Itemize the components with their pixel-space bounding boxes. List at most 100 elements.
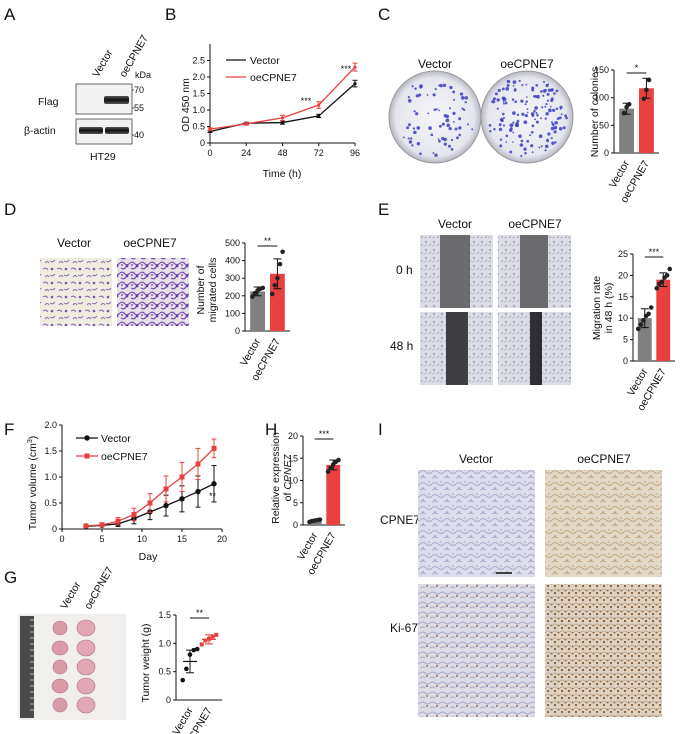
colony-dot — [505, 134, 509, 138]
c-label-oecpne7: oeCPNE7 — [500, 57, 554, 71]
panelG-datapoint — [199, 642, 204, 647]
panelE-ytick-label: 20 — [618, 270, 628, 280]
panelB-xtick-label: 0 — [207, 148, 212, 158]
panel-c-chart: Number of colonies 050100150VectoroeCPNE… — [589, 63, 659, 205]
colony-dot — [535, 83, 539, 87]
panelF-xtick-label: 10 — [137, 534, 147, 544]
colony-dot — [531, 151, 534, 154]
f-legend: Vector oeCPNE7 — [76, 433, 148, 463]
panelC-datapoint — [621, 110, 627, 116]
tumor-oecpne7 — [76, 677, 96, 695]
panel-label-b: B — [165, 5, 176, 24]
colony-dot — [565, 116, 568, 120]
panelD-ytick-label: 100 — [225, 308, 240, 318]
panelB-point — [280, 116, 285, 120]
panel-label-c: C — [378, 5, 390, 24]
g-label-oecpne7: oeCPNE7 — [82, 565, 116, 612]
d-ylabel-2: migrated cells — [207, 258, 219, 323]
colony-dot — [523, 120, 528, 125]
colony-dot — [489, 129, 492, 133]
colony-dot — [450, 147, 454, 151]
colony-dot — [488, 124, 492, 127]
colony-dot — [533, 109, 536, 113]
colony-dot — [446, 123, 451, 128]
colony-dot — [496, 98, 500, 102]
panelE-ytick-label: 0 — [623, 356, 628, 366]
tumor-vector — [52, 697, 68, 713]
panelB-point — [353, 82, 357, 86]
panel-label-i: I — [378, 420, 383, 439]
colony-dot — [546, 138, 549, 141]
panelH-sig: *** — [319, 429, 330, 439]
f-legend-vector: Vector — [101, 433, 131, 445]
colony-dot — [514, 100, 518, 104]
colony-dot — [459, 92, 464, 96]
colony-dot — [550, 126, 555, 131]
panelF-ytick-label: 2.0 — [44, 420, 57, 430]
colony-dot — [526, 139, 530, 143]
panelC-ytick-label: 100 — [594, 93, 609, 103]
colony-dot — [509, 150, 513, 154]
b-legend-oecpne7: oeCPNE7 — [250, 72, 297, 84]
colony-dot — [402, 136, 405, 139]
colony-dot — [409, 137, 413, 140]
panelF-xtick-label: 5 — [99, 534, 104, 544]
colony-dot — [433, 108, 436, 112]
colony-dot — [416, 126, 421, 130]
b-legend-vector: Vector — [250, 55, 280, 67]
panelE-ytick-label: 25 — [618, 249, 628, 259]
colony-dot — [518, 134, 522, 138]
colony-dot — [553, 130, 557, 134]
colony-dot — [498, 123, 502, 127]
colony-dot — [523, 147, 527, 151]
e-row-0h: 0 h — [396, 263, 413, 277]
panelD-datapoint — [269, 291, 275, 297]
i-col-vector: Vector — [459, 452, 493, 466]
colony-dot — [540, 117, 542, 120]
panelD-ytick-label: 0 — [235, 326, 240, 336]
panelC-ytick-label: 150 — [594, 65, 609, 75]
colony-dot — [536, 113, 539, 117]
lane-label-vector: Vector — [90, 47, 116, 79]
panelE-datapoint — [648, 305, 654, 310]
colony-dot — [497, 88, 501, 93]
panelF-point — [179, 496, 185, 502]
colony-dot — [556, 117, 560, 120]
colony-dot — [499, 144, 503, 148]
colony-dot — [550, 97, 554, 101]
tumor-oecpne7 — [76, 619, 96, 637]
colony-dot — [464, 101, 467, 104]
colony-dot — [545, 111, 549, 116]
panelG-datapoint — [194, 646, 200, 652]
colony-dot — [491, 99, 495, 104]
colony-dot — [551, 141, 555, 145]
panelB-ytick-label: 2.0 — [192, 72, 205, 82]
colony-dot — [524, 103, 527, 106]
panelF-point — [83, 523, 89, 529]
g-label-vector: Vector — [58, 579, 84, 611]
panelF-point — [115, 518, 121, 524]
panelB-point — [317, 114, 321, 118]
colony-dot — [430, 133, 434, 137]
colony-dot — [525, 96, 528, 98]
colony-dot — [413, 110, 416, 113]
flag-band-oecpne7 — [104, 96, 129, 104]
colony-dot — [509, 127, 513, 130]
panelF-point — [211, 481, 217, 487]
colony-dot — [442, 83, 447, 88]
panelD-datapoint — [277, 261, 283, 267]
colony-dot — [544, 149, 547, 152]
b-xlabel: Time (h) — [263, 168, 302, 180]
colony-dot — [530, 130, 534, 134]
flag-row-label: Flag — [38, 96, 59, 108]
panelE-ytick-label: 10 — [618, 313, 628, 323]
panelG-ytick-label: 1.5 — [158, 610, 171, 620]
tumor-vector — [52, 620, 68, 636]
colony-dot — [407, 98, 412, 103]
colony-dot — [546, 99, 549, 102]
colony-dot — [434, 153, 438, 157]
colony-dot — [505, 86, 510, 91]
i-row-cpne7: CPNE7 — [380, 513, 420, 527]
colony-dot — [554, 141, 557, 144]
panelD-ytick-label: 500 — [225, 238, 240, 248]
